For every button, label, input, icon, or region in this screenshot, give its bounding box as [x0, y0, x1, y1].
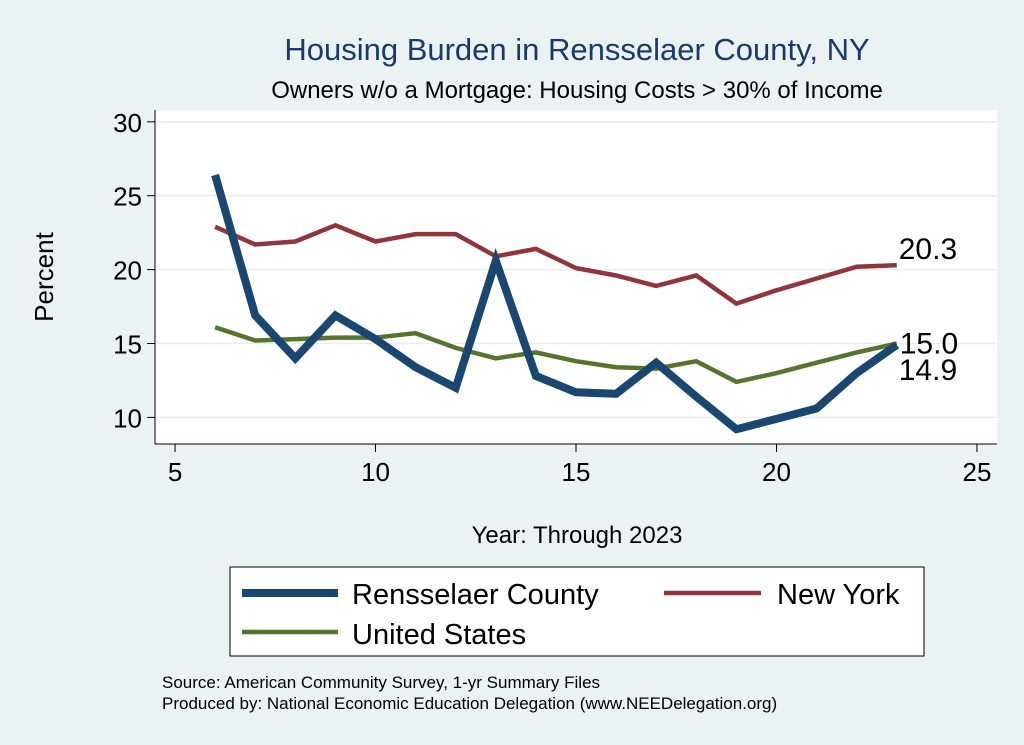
- y-tick-label-10: 10: [113, 403, 142, 433]
- y-tick-label-30: 30: [113, 108, 142, 138]
- x-tick-label-15: 15: [562, 457, 591, 487]
- source-note: Source: American Community Survey, 1-yr …: [162, 673, 600, 692]
- x-axis-label: Year: Through 2023: [472, 522, 683, 549]
- x-tick-label-5: 5: [168, 457, 182, 487]
- legend-label-rensselaer: Rensselaer County: [352, 579, 599, 611]
- series-group: [211, 173, 900, 434]
- chart-subtitle: Owners w/o a Mortgage: Housing Costs > 3…: [271, 77, 883, 104]
- annotation-rensselaer: 14.9: [899, 354, 957, 387]
- annotations-group: 20.3 15.0 14.9: [899, 233, 958, 387]
- series-line-new-york: [214, 222, 897, 307]
- produced-by-note: Produced by: National Economic Education…: [162, 694, 777, 713]
- y-tick-label-25: 25: [113, 182, 142, 212]
- x-tick-label-20: 20: [762, 457, 791, 487]
- legend-label-new-york: New York: [777, 579, 900, 611]
- y-axis-label: Percent: [29, 231, 59, 321]
- y-axis-ticks: 10 15 20 25 30: [113, 108, 155, 433]
- legend-box: [229, 566, 925, 657]
- y-tick-label-15: 15: [113, 330, 142, 360]
- x-axis-ticks: 5 10 15 20 25: [168, 444, 991, 487]
- legend-label-united-states: United States: [352, 619, 526, 651]
- legend: Rensselaer County New York United States: [229, 566, 925, 657]
- chart-title: Housing Burden in Rensselaer County, NY: [284, 32, 869, 67]
- x-tick-label-25: 25: [962, 457, 991, 487]
- series-line-rensselaer-county: [211, 173, 900, 434]
- x-tick-label-10: 10: [361, 457, 390, 487]
- y-tick-label-20: 20: [113, 256, 142, 286]
- annotation-united-states: 15.0: [900, 328, 958, 361]
- series-line-united-states: [214, 325, 898, 385]
- annotation-new-york: 20.3: [899, 233, 957, 266]
